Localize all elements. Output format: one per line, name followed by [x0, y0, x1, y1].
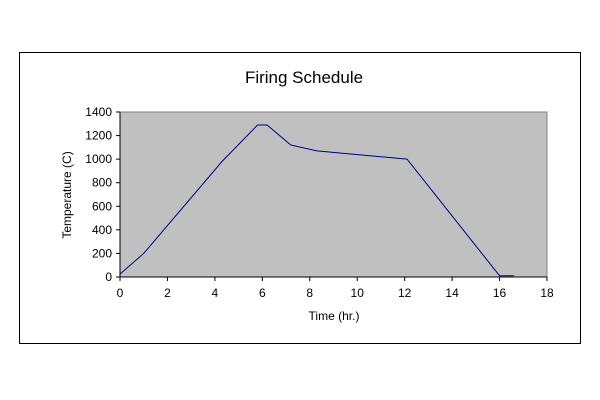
y-axis: 0 200 400 600 800 1000 1200 1400 — [85, 105, 121, 284]
x-tick-label: 10 — [351, 286, 365, 300]
y-tick-label: 0 — [105, 270, 112, 284]
y-tick-label: 1400 — [85, 105, 112, 119]
chart-title: Firing Schedule — [245, 68, 363, 87]
y-tick-label: 800 — [92, 176, 112, 190]
x-tick-label: 8 — [306, 286, 313, 300]
x-tick-label: 18 — [540, 286, 554, 300]
y-axis-title: Temperature (C) — [60, 151, 74, 238]
x-tick-label: 4 — [212, 286, 219, 300]
y-tick-label: 200 — [92, 246, 112, 260]
series-line — [119, 124, 514, 277]
plot-area — [119, 111, 548, 278]
x-tick-label: 0 — [117, 286, 124, 300]
x-tick-label: 16 — [493, 286, 507, 300]
x-axis: 0 2 4 6 8 10 12 14 16 18 — [117, 276, 554, 300]
y-tick-label: 600 — [92, 199, 112, 213]
y-tick-label: 1000 — [85, 152, 112, 166]
x-tick-label: 2 — [164, 286, 171, 300]
series-layer — [119, 124, 514, 277]
x-axis-title: Time (hr.) — [309, 309, 360, 323]
x-tick-label: 12 — [398, 286, 412, 300]
y-tick-label: 400 — [92, 223, 112, 237]
y-tick-label: 1200 — [85, 129, 112, 143]
x-tick-label: 6 — [259, 286, 266, 300]
x-tick-label: 14 — [445, 286, 459, 300]
